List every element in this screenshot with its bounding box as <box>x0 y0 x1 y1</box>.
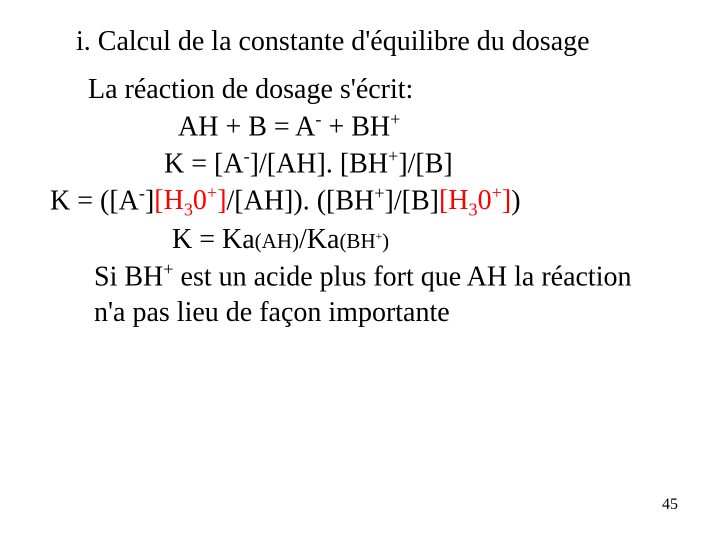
eq3-part: ] <box>145 185 154 216</box>
eq3-red-part: [H <box>439 185 469 216</box>
eq4-sub-part: ) <box>382 229 389 253</box>
eq3-part: ]/[B] <box>385 185 439 216</box>
equation-4: K = Ka(AH)/Ka(BH+) <box>172 222 670 258</box>
eq3-sup: + <box>374 183 384 203</box>
text-line-1: La réaction de dosage s'écrit: <box>88 72 670 108</box>
slide-body: La réaction de dosage s'écrit: AH + B = … <box>50 72 670 331</box>
eq3-red-sup: + <box>207 183 217 203</box>
eq1-part: AH + B = A <box>178 111 315 142</box>
eq1-sup: + <box>390 109 400 129</box>
eq2-part: ]/[AH]. [BH <box>250 148 388 179</box>
eq3-part: K = ([A <box>50 185 139 216</box>
eq3-red-sup: + <box>492 183 502 203</box>
slide-title: i. Calcul de la constante d'équilibre du… <box>76 26 670 58</box>
eq1-part: + BH <box>321 111 390 142</box>
concl-part: Si BH <box>94 262 163 293</box>
equation-3: K = ([A-][H30+]/[AH]). ([BH+]/[B][H30+]) <box>50 182 670 222</box>
eq3-red: [H30+] <box>439 185 511 216</box>
eq3-red-part: 0 <box>478 185 492 216</box>
eq4-part: K = Ka <box>172 224 255 255</box>
equation-1: AH + B = A- + BH+ <box>178 108 670 145</box>
eq3-part: /[AH]). ([BH <box>227 185 375 216</box>
eq3-red-sub: 3 <box>184 200 193 220</box>
eq3-red: [H30+] <box>154 185 226 216</box>
eq3-red-sub: 3 <box>469 200 478 220</box>
eq4-sub: (BH+) <box>339 229 389 253</box>
eq3-red-part: [H <box>154 185 184 216</box>
eq4-sub: (AH) <box>255 229 299 253</box>
conclusion-text: Si BH+ est un acide plus fort que AH la … <box>94 258 654 331</box>
eq2-part: K = [A <box>164 148 244 179</box>
concl-part: est un acide plus fort que AH la réactio… <box>94 262 631 329</box>
eq3-part: ) <box>511 185 520 216</box>
eq4-part: /Ka <box>299 224 339 255</box>
eq4-sub-part: (BH <box>339 229 375 253</box>
eq3-red-part: ] <box>217 185 226 216</box>
slide: i. Calcul de la constante d'équilibre du… <box>0 0 720 540</box>
eq3-red-part: 0 <box>193 185 207 216</box>
equation-2: K = [A-]/[AH]. [BH+]/[B] <box>164 145 670 182</box>
eq2-sup: + <box>388 146 398 166</box>
concl-sup: + <box>163 259 173 279</box>
eq3-red-part: ] <box>502 185 511 216</box>
page-number: 45 <box>662 496 678 514</box>
eq2-part: ]/[B] <box>398 148 452 179</box>
